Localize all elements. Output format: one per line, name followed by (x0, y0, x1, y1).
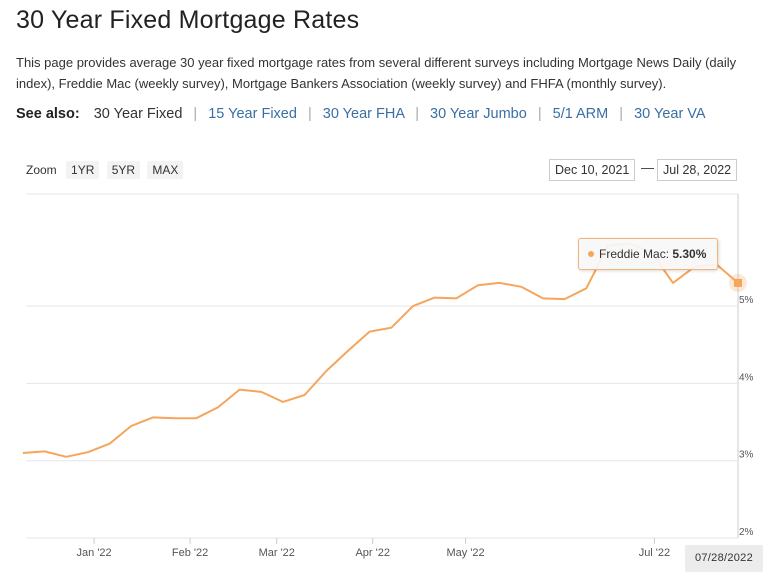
separator: | (619, 106, 624, 122)
x-axis-ticks: Jan '22 Feb '22 Mar '22 Apr '22 May '22 Jul '… (77, 538, 670, 559)
range-from-input[interactable]: Dec 10, 2021 (549, 159, 636, 181)
tooltip-series-label: Freddie Mac: (599, 247, 670, 261)
series-line-freddie-mac (22, 242, 739, 458)
y-axis-ticks: 2% 3% 4% 5% (739, 295, 754, 538)
x-tick-label: May '22 (446, 547, 484, 559)
x-tick-label: Apr '22 (355, 547, 390, 559)
see-also-link-30-year-fixed: 30 Year Fixed (93, 106, 183, 122)
separator: | (307, 106, 312, 122)
series-dot-icon (588, 251, 594, 258)
chart-tooltip: Freddie Mac: 5.30% (578, 238, 718, 270)
page-title: 30 Year Fixed Mortgage Rates (16, 6, 360, 34)
y-tick-label: 5% (739, 295, 754, 306)
x-tick-label: Feb '22 (172, 547, 208, 559)
zoom-max-button[interactable]: MAX (147, 161, 184, 179)
separator: | (537, 106, 542, 122)
date-flag: 07/28/2022 (685, 545, 763, 572)
hover-marker (734, 278, 742, 287)
x-tick-label: Jan '22 (77, 547, 112, 559)
zoom-5yr-button[interactable]: 5YR (106, 161, 141, 179)
zoom-label: Zoom (26, 163, 57, 177)
tooltip-value: 5.30% (672, 247, 707, 261)
page-description: This page provides average 30 year fixed… (16, 55, 737, 91)
y-tick-label: 2% (739, 527, 754, 538)
y-tick-label: 3% (739, 450, 754, 461)
see-also-link-30-year-fha[interactable]: 30 Year FHA (322, 106, 405, 122)
see-also-link-30-year-va[interactable]: 30 Year VA (634, 106, 706, 122)
zoom-controls: Zoom 1YR 5YR MAX (26, 161, 187, 179)
range-separator: — (641, 160, 654, 175)
x-tick-label: Mar '22 (259, 547, 295, 559)
grid-lines (26, 193, 739, 539)
series-layer (22, 242, 747, 458)
range-to-input[interactable]: Jul 28, 2022 (657, 159, 738, 181)
separator: | (415, 106, 419, 122)
separator: | (193, 106, 198, 122)
x-tick-label: Jul '22 (639, 547, 670, 559)
rate-chart[interactable]: 2% 3% 4% 5% Jan '22 Feb '22 Mar '22 Apr '22 May… (0, 190, 768, 584)
see-also-label: See also: (16, 106, 80, 122)
see-also-nav: See also: 30 Year Fixed | 15 Year Fixed … (16, 106, 706, 122)
y-tick-label: 4% (739, 372, 754, 383)
see-also-link-30-year-jumbo[interactable]: 30 Year Jumbo (430, 106, 527, 122)
zoom-1yr-button[interactable]: 1YR (66, 161, 100, 179)
see-also-link-15-year-fixed[interactable]: 15 Year Fixed (208, 106, 297, 122)
see-also-link-5-1-arm[interactable]: 5/1 ARM (552, 106, 609, 122)
